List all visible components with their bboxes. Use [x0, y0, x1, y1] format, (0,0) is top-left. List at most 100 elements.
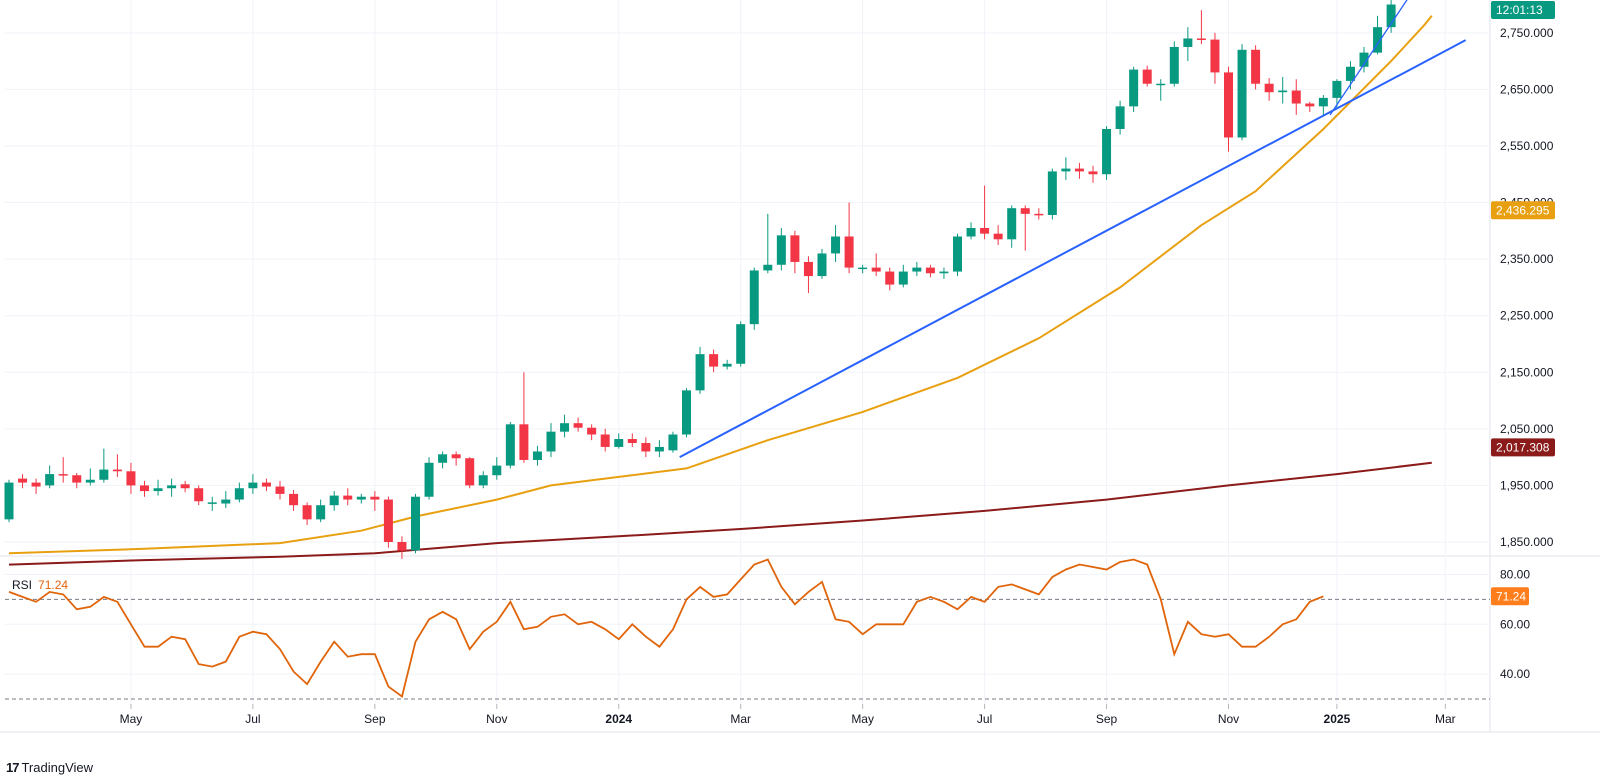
- candle-body: [1196, 38, 1206, 40]
- moving-average-line-gold: [8, 15, 1433, 555]
- candle: [1251, 45, 1261, 90]
- trendlines[interactable]: [679, 0, 1467, 459]
- candle-body: [1224, 72, 1233, 138]
- candle: [1034, 208, 1044, 220]
- gold-ma-value-tag-bg: [1491, 201, 1555, 220]
- candle-body: [1034, 213, 1044, 216]
- tradingview-logo-icon: 17: [6, 760, 20, 775]
- candle: [953, 233, 962, 277]
- candle: [112, 454, 122, 477]
- candle-body: [424, 462, 434, 497]
- candle: [763, 213, 773, 274]
- candle-body: [682, 390, 691, 435]
- candle: [72, 472, 82, 489]
- candle: [1264, 78, 1274, 101]
- rsi-indicator-title[interactable]: RSI 71.24: [12, 578, 68, 592]
- candle: [885, 267, 895, 291]
- candle: [1020, 205, 1030, 251]
- candle-body: [817, 253, 827, 277]
- price-axis[interactable]: 2,750.0002,650.0002,550.0002,450.0002,35…: [1500, 26, 1554, 681]
- candle-body: [831, 236, 841, 254]
- candle-body: [505, 424, 515, 466]
- last-price-countdown-tag-text: 12:01:13: [1496, 3, 1543, 17]
- candle: [817, 248, 827, 279]
- candle-body: [492, 465, 502, 476]
- candle: [790, 230, 800, 274]
- candle-body: [695, 354, 705, 391]
- candle-body: [343, 495, 353, 500]
- candle-body: [532, 451, 542, 460]
- time-tick-label: Nov: [486, 712, 507, 726]
- moving-averages: [8, 15, 1433, 566]
- candle-body: [1183, 38, 1193, 47]
- candle: [1291, 79, 1301, 115]
- candle-body: [1020, 208, 1030, 214]
- candle-body: [912, 267, 922, 272]
- candle-body: [383, 499, 393, 542]
- gold-ma-value-tag-text: 2,436.295: [1496, 203, 1550, 217]
- candle-body: [709, 354, 719, 367]
- candle: [925, 264, 935, 278]
- candle: [546, 423, 556, 458]
- candle: [1224, 66, 1233, 152]
- candle-body: [72, 475, 82, 483]
- candle: [451, 451, 461, 466]
- candle: [682, 388, 691, 438]
- candle: [654, 440, 664, 458]
- candle: [1278, 76, 1288, 104]
- candle-body: [45, 474, 55, 486]
- candle-body: [1047, 171, 1057, 215]
- candle-body: [1264, 83, 1274, 93]
- candle: [1210, 32, 1220, 84]
- candle: [776, 227, 786, 271]
- rsi-tick-label: 60.00: [1500, 617, 1530, 631]
- candle: [438, 451, 448, 469]
- candle: [1088, 165, 1098, 183]
- candle: [58, 457, 68, 483]
- trendline[interactable]: [679, 39, 1467, 459]
- candle: [519, 372, 529, 463]
- candle-body: [641, 442, 651, 452]
- candle-body: [519, 424, 529, 460]
- candle-body: [1359, 52, 1369, 67]
- candle-body: [1061, 168, 1071, 172]
- candle: [1102, 126, 1112, 180]
- time-tick-label: Jul: [977, 712, 992, 726]
- candle-body: [587, 427, 597, 435]
- candle-body: [885, 271, 895, 285]
- candle-body: [1373, 27, 1383, 53]
- candle: [1156, 79, 1166, 101]
- candle-body: [451, 454, 461, 459]
- candle: [126, 462, 136, 494]
- time-tick-label: Sep: [364, 712, 386, 726]
- candle: [465, 457, 475, 489]
- price-tick-label: 2,650.000: [1500, 82, 1554, 96]
- candle: [966, 222, 976, 240]
- tradingview-watermark[interactable]: 17 TradingView: [6, 760, 93, 775]
- trendline[interactable]: [1329, 0, 1411, 116]
- candle-body: [4, 482, 14, 520]
- time-axis[interactable]: May Jul Sep Nov 2024 Mar May Jul Sep Nov 2025 Mar: [120, 704, 1456, 726]
- candle-body: [1318, 97, 1328, 107]
- last-price-countdown-tag-bg: [1491, 1, 1555, 19]
- rsi-value-tag-text: 71.24: [1496, 589, 1526, 603]
- candle-body: [234, 488, 244, 500]
- candle-body: [736, 324, 746, 364]
- candle-body: [329, 495, 339, 506]
- candle-body: [1156, 83, 1166, 86]
- candle-body: [858, 267, 868, 270]
- last-price-countdown-tag: 12:01:13: [1491, 1, 1555, 19]
- time-tick-label: Mar: [730, 712, 751, 726]
- candle-body: [153, 488, 163, 492]
- candle: [1359, 46, 1369, 73]
- candle-body: [99, 469, 109, 480]
- candle-body: [925, 267, 935, 274]
- candle-body: [1305, 103, 1315, 107]
- candle: [329, 491, 339, 511]
- candle-body: [600, 434, 610, 447]
- candle: [1074, 162, 1084, 179]
- price-tick-label: 2,350.000: [1500, 252, 1554, 266]
- candle: [1142, 65, 1152, 87]
- candle-body: [966, 227, 976, 237]
